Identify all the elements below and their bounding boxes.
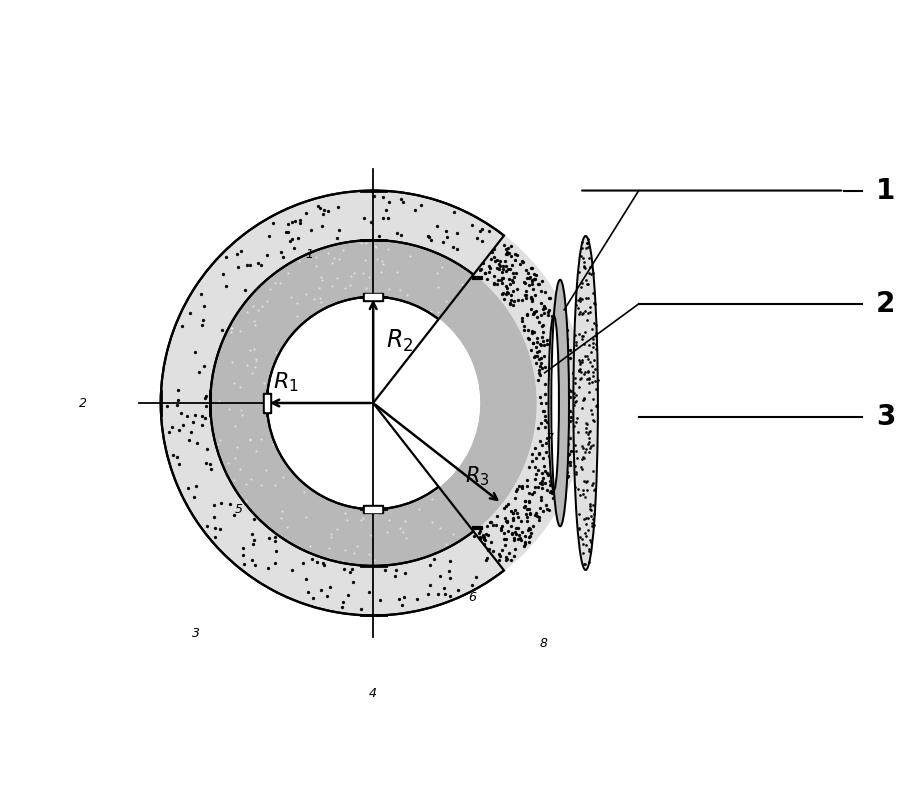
Text: 1: 1 [306, 247, 314, 261]
Wedge shape [373, 235, 585, 571]
Text: 7: 7 [547, 432, 554, 445]
Bar [365, 507, 381, 512]
Text: 6: 6 [468, 592, 476, 604]
Text: $R_3$: $R_3$ [466, 464, 490, 488]
Circle shape [210, 240, 536, 566]
Bar [263, 393, 271, 413]
Ellipse shape [548, 315, 559, 491]
Circle shape [210, 240, 536, 566]
Ellipse shape [574, 236, 598, 570]
Wedge shape [373, 275, 536, 531]
Bar [363, 505, 383, 513]
Circle shape [161, 190, 585, 616]
Ellipse shape [551, 280, 569, 526]
Circle shape [267, 297, 479, 509]
Text: 8: 8 [539, 638, 547, 650]
Text: 1: 1 [876, 177, 895, 205]
Text: 3: 3 [876, 403, 895, 431]
Text: $R_2$: $R_2$ [386, 328, 413, 354]
Text: 2: 2 [876, 290, 895, 318]
Bar [265, 395, 269, 411]
Text: 4: 4 [369, 687, 378, 700]
Circle shape [267, 297, 479, 509]
Bar [363, 293, 383, 301]
Text: 3: 3 [192, 626, 200, 640]
Text: 2: 2 [79, 397, 87, 409]
Wedge shape [373, 275, 536, 531]
Wedge shape [373, 319, 479, 487]
Wedge shape [373, 210, 618, 596]
Wedge shape [373, 319, 479, 487]
Text: 5: 5 [235, 503, 243, 516]
Text: $R_1$: $R_1$ [273, 371, 299, 394]
Bar [365, 294, 381, 299]
